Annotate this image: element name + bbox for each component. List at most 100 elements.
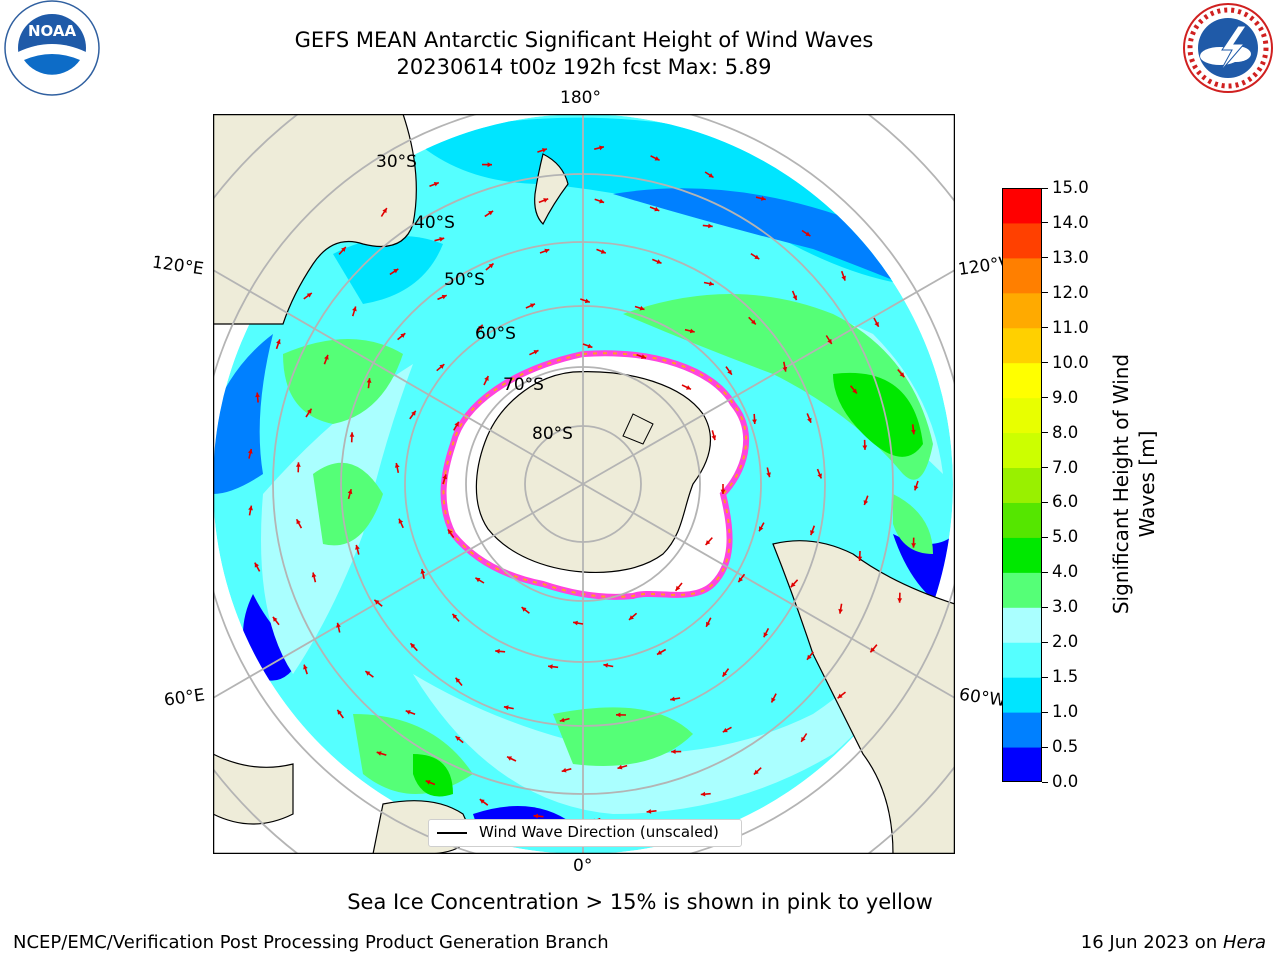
wave-arrow-head [752,419,757,424]
wave-arrow-head [355,544,360,550]
wave-arrow-head [709,281,714,286]
colorbar-tick-label: 15.0 [1052,178,1089,197]
colorbar-swatch [1002,327,1042,364]
wave-arrow-head [751,319,756,325]
wave-arrow-head [705,540,711,545]
lat-label-60s: 60°S [475,324,516,344]
colorbar-tick-mark [1042,606,1048,608]
wave-arrow-head [475,577,481,583]
wave-arrow-head [771,697,776,703]
wave-arrow-head [584,298,590,304]
colorbar-tick-label: 6.0 [1052,492,1079,512]
colorbar-swatch [1002,677,1042,713]
wave-arrow-head [248,505,253,511]
wave-arrow-head [766,472,771,478]
colorbar-tick-mark [1042,536,1048,538]
colorbar-swatch [1002,572,1042,608]
wave-arrow-head [276,339,281,345]
map-legend: Wind Wave Direction (unscaled) [428,819,742,847]
wave-arrow-head [722,671,728,677]
wave-arrow-head [307,408,312,414]
wave-arrow-head [533,350,539,355]
colorbar-swatch [1002,222,1042,259]
lon-label-60e: 60°E [162,685,207,711]
wave-arrow-head [899,372,905,378]
wave-arrow-head [639,305,645,311]
wave-arrow-head [654,156,660,161]
colorbar-tick-label: 13.0 [1052,247,1089,267]
colorbar-tick-label: 14.0 [1052,212,1089,232]
wave-arrow-head [405,710,411,715]
colorbar-tick-mark [1042,257,1048,259]
wave-arrow-head [720,489,726,494]
wave-arrow-head [542,148,547,153]
colorbar-tick-mark [1042,711,1048,713]
wave-arrow-head [617,764,623,770]
wave-arrow-head [654,206,660,212]
wave-arrow-head [837,693,843,699]
colorbar-swatch [1002,188,1042,224]
colorbar-tick-label: 12.0 [1052,282,1089,302]
wave-arrow-head [254,562,259,568]
wave-arrow-head [675,585,681,591]
wave-arrow-head [306,293,312,298]
wave-arrow-head [911,429,916,435]
wave-arrow-head [838,608,843,614]
wave-arrow-head [863,500,869,505]
colorbar-swatch [1002,432,1042,469]
wave-arrow-head [656,259,662,264]
colorbar-tick-label: 8.0 [1052,422,1079,442]
wave-arrow-head [754,254,760,260]
colorbar-label-line1: Significant Height of Wind [1109,353,1133,615]
wave-arrow-head [573,620,578,626]
wave-arrow-head [247,448,253,454]
colorbar-tick-label: 0.5 [1052,737,1079,757]
wave-arrow-head [559,717,565,723]
colorbar-tick-label: 10.0 [1052,352,1089,372]
wave-arrow-head [452,613,458,619]
wave-arrow-head [530,303,535,308]
colorbar-tick-mark [1042,292,1048,294]
wave-arrow-head [442,474,447,480]
colorbar-swatch [1002,362,1042,399]
noaa-logo: NOAA [4,0,100,96]
wave-arrow-head [708,223,713,229]
lat-label-30s: 30°S [376,152,417,172]
wave-arrow-head [706,621,711,627]
wave-arrow-head [507,756,512,761]
wave-arrow-head [616,712,621,718]
wave-arrow-head [533,813,539,819]
credit-date-text: 16 Jun 2023 on [1080,932,1223,953]
wind-wave-arrows [247,145,919,824]
colorbar-swatch [1002,292,1042,329]
colorbar-tick-mark [1042,641,1048,643]
wave-arrow-head [629,615,634,620]
wave-arrow-head [337,709,342,715]
wave-arrow-head [311,572,317,578]
polar-map [213,114,955,854]
new-zealand-land [534,153,569,226]
wave-arrow-head [394,463,400,468]
colorbar-swatch [1002,537,1042,573]
lat-label-50s: 50°S [444,270,485,290]
wave-arrow-head [657,650,662,655]
wave-arrow-head [374,599,380,605]
wave-arrow-head [646,809,652,814]
colorbar-tick-mark [1042,327,1048,329]
wave-arrow-head [753,769,759,775]
colorbar-tick-mark [1042,501,1048,503]
wave-arrow-head [341,247,346,252]
wave-arrow-head [478,324,483,330]
colorbar-label-line2: Waves [m] [1135,430,1159,538]
wave-arrow-head [324,354,329,360]
wave-arrow-head [857,556,863,561]
wave-arrow-head [817,473,822,479]
wave-arrow-head [587,343,593,349]
colorbar-tick-label: 5.0 [1052,527,1079,547]
antarctica-land [440,350,750,600]
graticule [213,114,955,854]
colorbar-tick-mark [1042,362,1048,364]
colorbar-tick-label: 1.0 [1052,702,1079,722]
wave-arrow-head [365,671,371,676]
wave-arrow-head [543,198,549,203]
